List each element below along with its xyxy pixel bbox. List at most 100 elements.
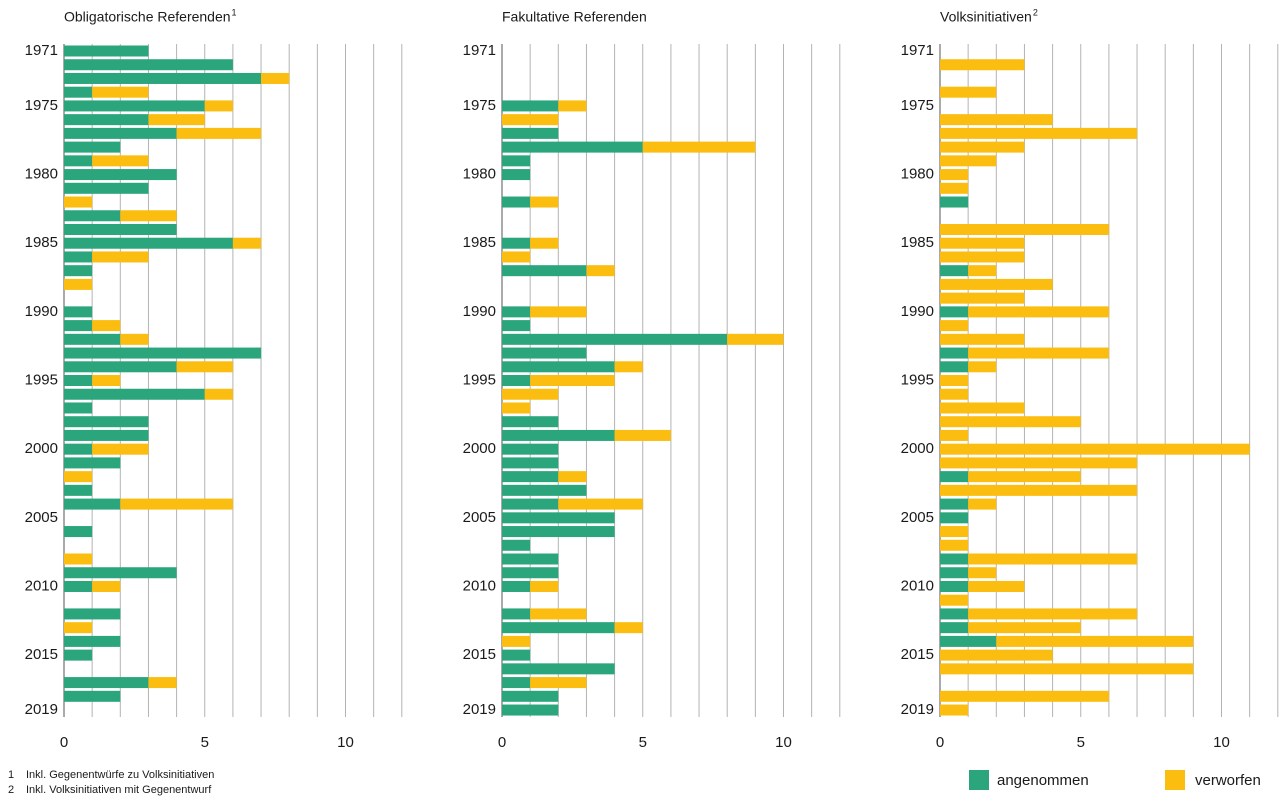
- bar-segment: [64, 457, 121, 469]
- bar-segment: [940, 429, 969, 441]
- bar-segment: [502, 237, 531, 249]
- bar-segment: [64, 182, 149, 194]
- bar-segment: [940, 306, 969, 318]
- bar-segment: [940, 663, 1194, 675]
- bar-segment: [64, 127, 177, 139]
- y-tick-label: 1980: [463, 166, 496, 183]
- bar-segment: [502, 388, 559, 400]
- bar-segment: [940, 512, 969, 524]
- bar-segment: [64, 649, 93, 661]
- bar-segment: [64, 622, 93, 634]
- bar-segment: [502, 677, 531, 689]
- y-tick-label: 2010: [901, 577, 934, 594]
- bar-segment: [530, 608, 587, 620]
- bar-segment: [727, 333, 784, 345]
- bar-segment: [940, 278, 1053, 290]
- footnote: Inkl. Volksinitiativen mit Gegenentwurf: [26, 784, 212, 796]
- y-tick-label: 2000: [25, 440, 58, 457]
- bar-segment: [968, 498, 997, 510]
- bar-segment: [558, 100, 587, 112]
- bar-segment: [940, 127, 1138, 139]
- bar-segment: [64, 278, 93, 290]
- bar-segment: [64, 567, 177, 579]
- bar-segment: [64, 251, 93, 263]
- bar-segment: [940, 484, 1138, 496]
- bar-segment: [940, 114, 1053, 126]
- bar-segment: [502, 306, 531, 318]
- bar-segment: [64, 429, 149, 441]
- bar-segment: [204, 100, 233, 112]
- bar-segment: [502, 635, 531, 647]
- bar-segment: [614, 361, 643, 373]
- bar-segment: [502, 155, 531, 167]
- bar-segment: [940, 292, 1025, 304]
- bar-segment: [940, 443, 1250, 455]
- bar-segment: [502, 333, 728, 345]
- bar-segment: [502, 539, 531, 551]
- bar-segment: [502, 196, 531, 208]
- bar-segment: [940, 635, 997, 647]
- bar-segment: [502, 402, 531, 414]
- y-tick-label: 1975: [25, 97, 58, 114]
- bar-segment: [940, 567, 969, 579]
- chart-title: Volksinitiativen: [940, 9, 1032, 25]
- bar-segment: [940, 539, 969, 551]
- bar-segment: [64, 100, 205, 112]
- y-tick-label: 1995: [463, 371, 496, 388]
- y-tick-label: 2015: [25, 646, 58, 663]
- title-note: 2: [1033, 7, 1038, 17]
- y-tick-label: 1975: [463, 97, 496, 114]
- bar-segment: [92, 251, 149, 263]
- bar-segment: [940, 471, 969, 483]
- x-tick-label: 0: [60, 734, 68, 751]
- bar-segment: [940, 251, 1025, 263]
- y-tick-label: 2000: [463, 440, 496, 457]
- chart-title: Fakultative Referenden: [502, 9, 647, 25]
- y-tick-label: 1985: [901, 234, 934, 251]
- bar-segment: [940, 608, 969, 620]
- bar-segment: [940, 196, 969, 208]
- bar-segment: [64, 580, 93, 592]
- y-tick-label: 1990: [463, 303, 496, 320]
- bar-segment: [502, 622, 615, 634]
- legend-swatch: [1165, 770, 1185, 790]
- bar-segment: [64, 86, 93, 98]
- bar-segment: [968, 553, 1138, 565]
- bar-segment: [64, 169, 177, 181]
- bar-segment: [502, 526, 615, 538]
- bar-segment: [148, 677, 177, 689]
- bar-segment: [530, 375, 615, 387]
- bar-segment: [64, 196, 93, 208]
- bar-segment: [940, 594, 969, 606]
- bar-segment: [940, 526, 969, 538]
- y-tick-label: 2000: [901, 440, 934, 457]
- y-tick-label: 2010: [25, 577, 58, 594]
- bar-segment: [502, 704, 559, 716]
- y-tick-label: 1980: [901, 166, 934, 183]
- legend-label: angenommen: [997, 772, 1089, 789]
- bar-segment: [261, 72, 290, 84]
- bar-segment: [940, 333, 1025, 345]
- bar-segment: [64, 333, 121, 345]
- bar-segment: [502, 169, 531, 181]
- bar-segment: [968, 361, 997, 373]
- bar-segment: [940, 402, 1025, 414]
- bar-segment: [940, 182, 969, 194]
- bar-segment: [64, 484, 93, 496]
- x-tick-label: 5: [639, 734, 647, 751]
- bar-segment: [502, 429, 615, 441]
- bar-segment: [92, 155, 149, 167]
- bar-segment: [120, 210, 177, 222]
- bar-segment: [968, 608, 1138, 620]
- y-tick-label: 1971: [463, 42, 496, 59]
- bar-segment: [502, 114, 559, 126]
- bar-segment: [148, 114, 205, 126]
- bar-segment: [502, 251, 531, 263]
- bar-segment: [940, 361, 969, 373]
- bar-segment: [940, 141, 1025, 153]
- bar-segment: [940, 622, 969, 634]
- bar-segment: [502, 265, 587, 277]
- bar-segment: [502, 649, 531, 661]
- bar-segment: [940, 388, 969, 400]
- bar-segment: [968, 567, 997, 579]
